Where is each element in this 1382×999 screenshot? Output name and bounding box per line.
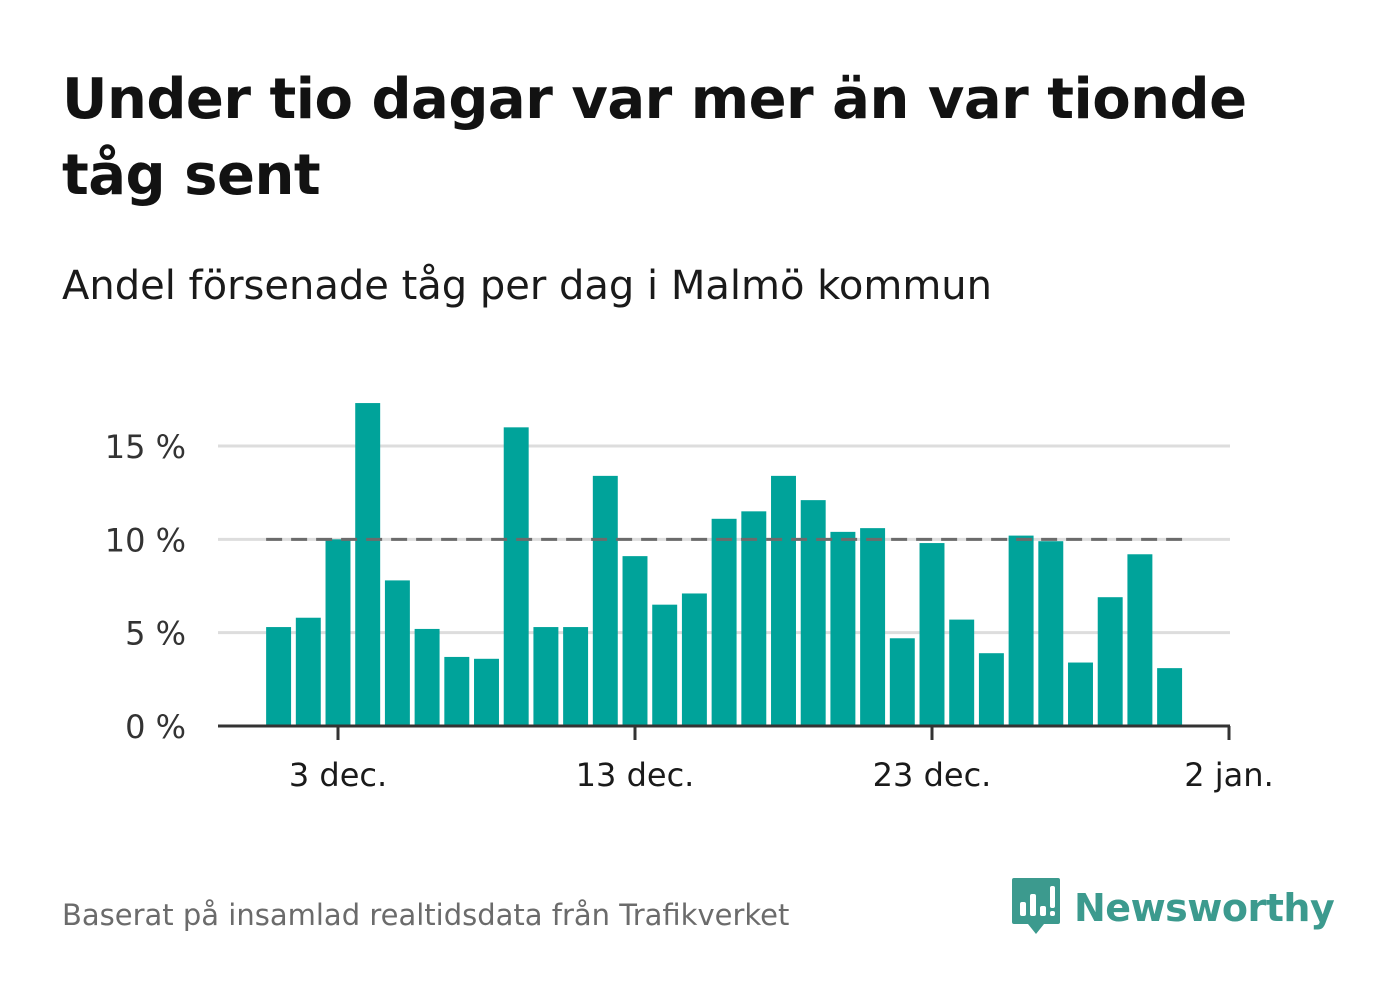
brand-name: Newsworthy — [1074, 886, 1335, 930]
bar — [295, 617, 321, 726]
bar — [622, 556, 648, 726]
bar — [830, 531, 856, 726]
bar — [563, 627, 589, 726]
newsworthy-brand: Newsworthy — [1010, 876, 1335, 940]
bar — [652, 604, 678, 726]
axes: 0 % 5 % 10 % 15 % 3 dec. 13 dec. 23 dec. 2 jan. — [105, 428, 1274, 794]
bar — [503, 427, 529, 726]
x-tick-label: 3 dec. — [289, 756, 387, 794]
bar — [800, 500, 826, 726]
x-tick-label: 23 dec. — [873, 756, 992, 794]
chart-title: Under tio dagar var mer än var tionde tå… — [62, 67, 1247, 208]
x-tick-label: 2 jan. — [1184, 756, 1273, 794]
bar — [444, 656, 470, 726]
bar — [711, 518, 737, 726]
x-tick-label: 13 dec. — [576, 756, 695, 794]
bar — [978, 653, 1004, 726]
newsworthy-logo-icon — [1010, 876, 1062, 940]
bar — [266, 627, 292, 726]
source-note: Baserat på insamlad realtidsdata från Tr… — [62, 898, 790, 932]
bar — [592, 475, 618, 726]
y-tick-label: 15 % — [105, 428, 186, 466]
bar — [1157, 668, 1183, 726]
y-tick-label: 10 % — [105, 521, 186, 559]
bar — [949, 619, 975, 726]
bar — [355, 403, 381, 726]
bar — [889, 638, 915, 726]
bars — [266, 403, 1183, 726]
bar — [1097, 597, 1123, 726]
bar — [1068, 662, 1093, 726]
bar — [414, 628, 440, 726]
bar — [325, 539, 351, 726]
y-tick-label: 5 % — [125, 615, 186, 653]
bar — [919, 543, 945, 726]
bar — [474, 658, 499, 726]
chart-subtitle: Andel försenade tåg per dag i Malmö komm… — [62, 263, 992, 309]
bar — [860, 528, 886, 726]
bar — [771, 475, 796, 726]
bar — [384, 580, 410, 726]
bar — [1038, 541, 1064, 726]
bar — [681, 593, 707, 726]
bar — [1008, 535, 1034, 726]
bar — [1127, 554, 1153, 726]
bar-chart: 0 % 5 % 10 % 15 % 3 dec. 13 dec. 23 dec. 2 jan. — [105, 403, 1274, 794]
y-tick-label: 0 % — [125, 708, 186, 746]
bar — [741, 511, 767, 726]
bar — [533, 627, 559, 726]
